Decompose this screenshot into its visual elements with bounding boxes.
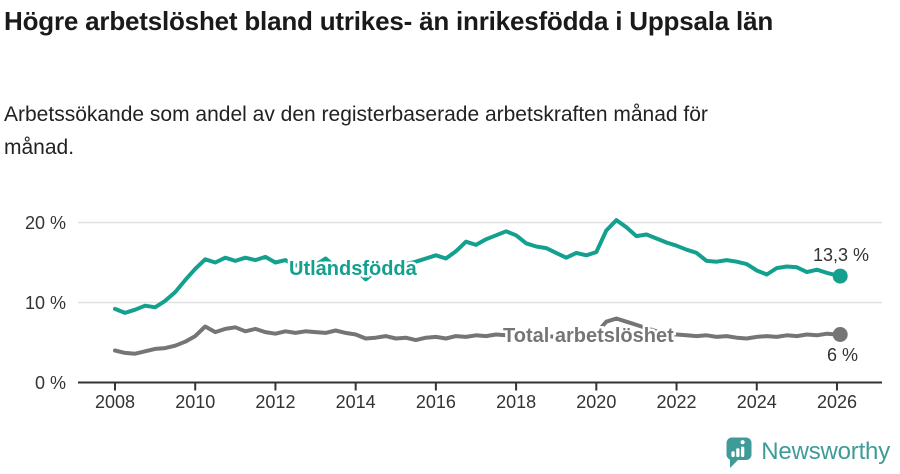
page-title: Högre arbetslöshet bland utrikes- än inr… xyxy=(4,6,774,36)
series-line-0 xyxy=(113,218,843,315)
x-tick-label: 2014 xyxy=(336,392,376,412)
series-end-label-0: 13,3 % xyxy=(813,245,869,265)
chart-svg: 0 % 10 % 20 % 2008 2010 2012 2014 2016 2018 2020 2… xyxy=(25,213,882,412)
series-label-1: Total arbetslöshet xyxy=(503,325,674,347)
x-tick-label: 2010 xyxy=(175,392,215,412)
x-tick-label: 2008 xyxy=(95,392,135,412)
newsworthy-logo-icon xyxy=(726,437,752,468)
x-tick-label: 2012 xyxy=(255,392,295,412)
x-tick-label: 2020 xyxy=(576,392,616,412)
x-tick-label: 2026 xyxy=(817,392,857,412)
x-tick-label: 2018 xyxy=(496,392,536,412)
y-tick-label: 20 % xyxy=(25,213,66,233)
brand-name: Newsworthy xyxy=(761,438,890,465)
y-tick-label: 0 % xyxy=(35,373,66,393)
series-line-1 xyxy=(113,316,843,356)
series-end-dot-1 xyxy=(832,327,848,342)
series-end-label-1: 6 % xyxy=(827,345,858,365)
line-chart: 0 % 10 % 20 % 2008 2010 2012 2014 2016 2018 2020 2… xyxy=(0,194,900,430)
brand-footer[interactable]: Newsworthy xyxy=(724,435,890,469)
series-end-dot-0 xyxy=(832,268,848,284)
y-tick-label: 10 % xyxy=(25,293,66,313)
x-tick-label: 2024 xyxy=(737,392,777,412)
x-tick-label: 2022 xyxy=(657,392,697,412)
x-tick-label: 2016 xyxy=(416,392,456,412)
chart-subtitle: Arbetssökande som andel av den registerb… xyxy=(4,103,708,159)
series-label-0: Utlandsfödda xyxy=(289,258,418,280)
